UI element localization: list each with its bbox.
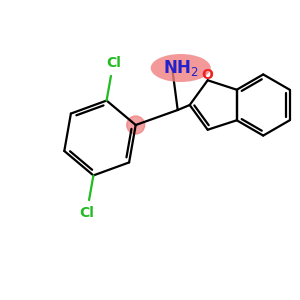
Text: Cl: Cl <box>80 206 94 220</box>
Circle shape <box>127 116 145 134</box>
Text: NH$_2$: NH$_2$ <box>163 58 199 78</box>
Ellipse shape <box>151 54 211 82</box>
Text: Cl: Cl <box>106 56 121 70</box>
Text: O: O <box>202 68 214 82</box>
